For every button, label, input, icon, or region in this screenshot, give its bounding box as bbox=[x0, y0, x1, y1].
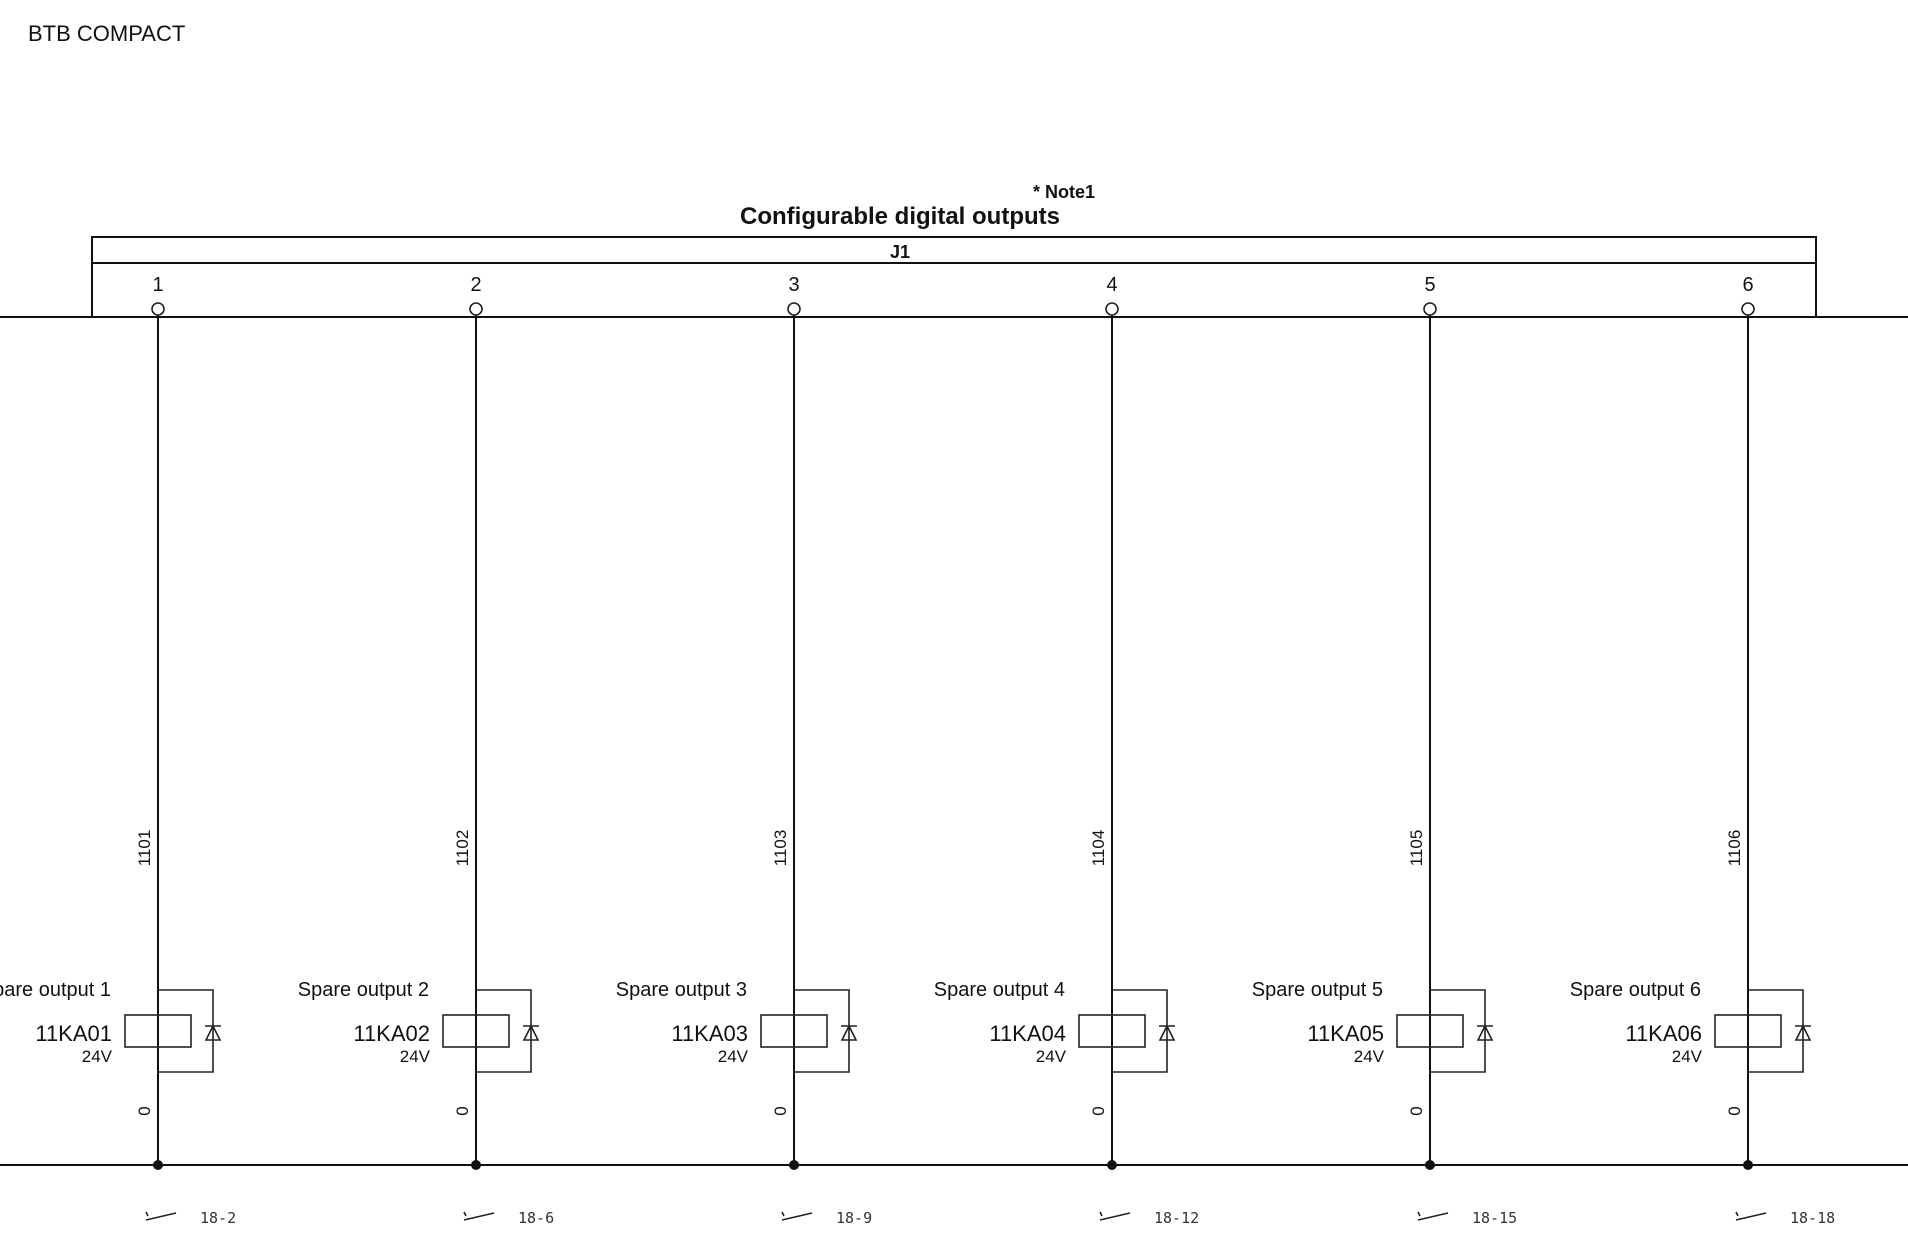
terminal-circle bbox=[1423, 302, 1437, 316]
relay-coil bbox=[442, 1014, 510, 1048]
pin-number: 1 bbox=[152, 274, 163, 296]
relay-coil bbox=[124, 1014, 192, 1048]
contact-icon bbox=[1735, 1211, 1767, 1221]
output-channels: 11101Spare output 111KA0124V018-221102Sp… bbox=[0, 274, 1835, 1227]
diode-icon bbox=[522, 1024, 540, 1041]
relay-voltage: 24V bbox=[1672, 1047, 1703, 1066]
connector-bar bbox=[91, 236, 1817, 264]
diode-icon bbox=[840, 1024, 858, 1041]
relay-id: 11KA04 bbox=[989, 1021, 1066, 1046]
contact-reference: 18-6 bbox=[518, 1209, 554, 1227]
connector-label: J1 bbox=[890, 242, 910, 262]
relay-coil bbox=[1396, 1014, 1464, 1048]
note-label: * Note1 bbox=[1033, 182, 1095, 202]
spare-output-label: Spare output 5 bbox=[1252, 979, 1383, 1001]
pin-number: 4 bbox=[1106, 274, 1117, 296]
terminal-circle bbox=[1105, 302, 1119, 316]
spare-output-label: Spare output 1 bbox=[0, 979, 111, 1001]
neutral-wire-label: 0 bbox=[453, 1106, 472, 1115]
diode-icon bbox=[1158, 1024, 1176, 1041]
wire-number: 1101 bbox=[135, 830, 154, 867]
diode-bracket bbox=[158, 989, 214, 1073]
terminal-circle bbox=[151, 302, 165, 316]
diode-bracket bbox=[1430, 989, 1486, 1073]
relay-coil bbox=[1714, 1014, 1782, 1048]
junction-dot bbox=[153, 1160, 163, 1170]
relay-id: 11KA02 bbox=[353, 1021, 430, 1046]
spare-output-label: Spare output 3 bbox=[616, 979, 747, 1001]
neutral-wire-label: 0 bbox=[771, 1106, 790, 1115]
pin-number: 5 bbox=[1424, 274, 1435, 296]
terminal-circle bbox=[469, 302, 483, 316]
diode-bracket bbox=[1748, 989, 1804, 1073]
contact-reference: 18-15 bbox=[1472, 1209, 1517, 1227]
pin-number: 2 bbox=[470, 274, 481, 296]
block-header: Configurable digital outputs bbox=[740, 203, 1060, 230]
junction-dot bbox=[1425, 1160, 1435, 1170]
contact-reference: 18-9 bbox=[836, 1209, 872, 1227]
wire-number: 1103 bbox=[771, 830, 790, 867]
contact-icon bbox=[1099, 1211, 1131, 1221]
diode-icon bbox=[204, 1024, 222, 1041]
diode-icon bbox=[1794, 1024, 1812, 1041]
contact-reference: 18-12 bbox=[1154, 1209, 1199, 1227]
wire-number: 1104 bbox=[1089, 830, 1108, 867]
relay-id: 11KA06 bbox=[1625, 1021, 1702, 1046]
contact-reference: 18-2 bbox=[200, 1209, 236, 1227]
neutral-wire-label: 0 bbox=[1407, 1106, 1426, 1115]
junction-dot bbox=[1107, 1160, 1117, 1170]
relay-coil bbox=[1078, 1014, 1146, 1048]
neutral-wire-label: 0 bbox=[1089, 1106, 1108, 1115]
spare-output-label: Spare output 6 bbox=[1570, 979, 1701, 1001]
junction-dot bbox=[789, 1160, 799, 1170]
wire-number: 1105 bbox=[1407, 830, 1426, 867]
spare-output-label: Spare output 2 bbox=[298, 979, 429, 1001]
contact-icon bbox=[1417, 1211, 1449, 1221]
relay-voltage: 24V bbox=[400, 1047, 431, 1066]
pin-number: 3 bbox=[788, 274, 799, 296]
diode-bracket bbox=[794, 989, 850, 1073]
junction-dot bbox=[471, 1160, 481, 1170]
diode-bracket bbox=[1112, 989, 1168, 1073]
contact-reference: 18-18 bbox=[1790, 1209, 1835, 1227]
relay-voltage: 24V bbox=[718, 1047, 749, 1066]
neutral-wire-label: 0 bbox=[1725, 1106, 1744, 1115]
contact-icon bbox=[463, 1211, 495, 1221]
diode-bracket bbox=[476, 989, 532, 1073]
contact-icon bbox=[781, 1211, 813, 1221]
spare-output-label: Spare output 4 bbox=[934, 979, 1065, 1001]
relay-voltage: 24V bbox=[82, 1047, 113, 1066]
diode-icon bbox=[1476, 1024, 1494, 1041]
pin-number: 6 bbox=[1742, 274, 1753, 296]
relay-id: 11KA05 bbox=[1307, 1021, 1384, 1046]
relay-id: 11KA03 bbox=[671, 1021, 748, 1046]
document-title: BTB COMPACT bbox=[28, 21, 185, 46]
terminal-circle bbox=[787, 302, 801, 316]
contact-icon bbox=[145, 1211, 177, 1221]
neutral-wire-label: 0 bbox=[135, 1106, 154, 1115]
wire-number: 1106 bbox=[1725, 830, 1744, 867]
relay-coil bbox=[760, 1014, 828, 1048]
junction-dot bbox=[1743, 1160, 1753, 1170]
relay-voltage: 24V bbox=[1036, 1047, 1067, 1066]
relay-id: 11KA01 bbox=[35, 1021, 112, 1046]
wire-number: 1102 bbox=[453, 830, 472, 867]
terminal-circle bbox=[1741, 302, 1755, 316]
relay-voltage: 24V bbox=[1354, 1047, 1385, 1066]
